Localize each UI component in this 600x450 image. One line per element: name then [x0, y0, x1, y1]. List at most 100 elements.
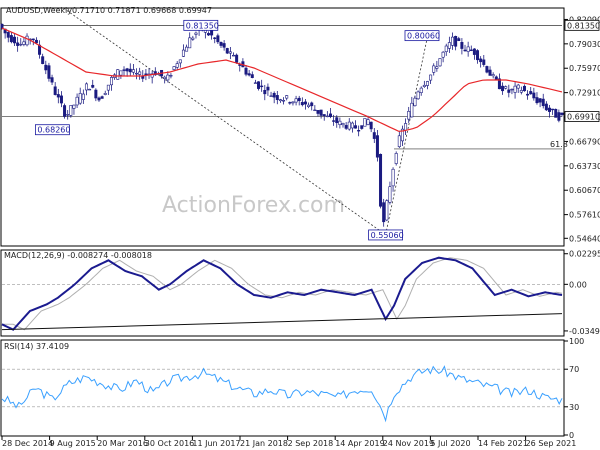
candle-body: [385, 200, 389, 221]
rsi-gridlines: [2, 340, 568, 436]
candle-body: [216, 35, 220, 43]
candle-body: [522, 85, 526, 92]
candle-body: [350, 122, 354, 129]
candle-body: [504, 86, 508, 89]
candle-body: [432, 65, 436, 73]
candle-body: [454, 35, 458, 47]
candle-body: [253, 82, 257, 84]
candle-body: [278, 99, 282, 102]
candle-body: [307, 104, 311, 107]
price-panel-title: AUDUSD,Weekly: [6, 6, 72, 15]
x-axis-tick-label: 20 Mar 2016: [97, 439, 148, 448]
candle-body: [288, 102, 292, 104]
price-annotation: 0.81350: [183, 19, 219, 31]
candle-body: [188, 37, 192, 49]
candle-body: [400, 128, 404, 142]
candle-body: [560, 112, 564, 115]
price-panel: AUDUSD,Weekly 0.71710 0.71871 0.69668 0.…: [0, 6, 600, 247]
price-y-tick-label: 0.75970: [569, 64, 600, 73]
candle-body: [44, 64, 48, 71]
candle-body: [544, 103, 548, 111]
candle-body: [476, 50, 480, 61]
x-axis-tick-label: 30 Oct 2016: [145, 439, 194, 448]
current-price-tag: 0.69910: [564, 111, 600, 122]
candle-body: [407, 111, 411, 120]
candle-body: [116, 69, 120, 80]
candle-body: [88, 88, 92, 91]
x-axis-tick-label: 14 Apr 2019: [335, 439, 384, 448]
candle-body: [447, 42, 451, 49]
candle-body: [244, 67, 248, 75]
candle-body: [391, 168, 395, 187]
candle-body: [275, 95, 279, 101]
candle-body: [516, 84, 520, 89]
candle-body: [397, 135, 401, 148]
candle-body: [472, 48, 476, 55]
candle-body: [94, 89, 98, 99]
candle-body: [444, 45, 448, 53]
price-y-tick-label: 0.66790: [569, 137, 600, 146]
x-axis-tick-label: 9 Aug 2015: [50, 439, 96, 448]
candle-body: [72, 104, 76, 109]
candle-body: [491, 74, 495, 77]
candle-body: [75, 96, 79, 106]
candle-body: [357, 130, 361, 132]
candle-body: [554, 108, 558, 118]
candle-body: [263, 89, 267, 95]
rsi-y-tick-label: 70: [569, 365, 579, 374]
rsi-label: RSI(14) 37.4109: [4, 342, 69, 351]
candle-body: [479, 58, 483, 63]
price-y-axis-labels: 0.820900.790300.759700.729100.698500.667…: [564, 15, 600, 243]
candle-body: [322, 114, 326, 117]
rsi-panel: RSI(14) 37.4109 100 70 30 0: [0, 337, 584, 440]
macd-panel: MACD(12,26,9) -0.008274 -0.008018 0.0229…: [0, 249, 600, 337]
chart-watermark: ActionForex.com: [162, 193, 345, 218]
x-axis-tick-label: 11 Jun 2017: [192, 439, 240, 448]
macd-y-axis-labels: 0.02295 0.00 -0.034948: [569, 250, 600, 336]
candle-body: [294, 98, 298, 103]
candle-body: [91, 84, 95, 88]
price-y-tick-label: 0.63730: [569, 162, 600, 171]
x-axis-tick-label: 2 Sep 2018: [288, 439, 334, 448]
price-y-tick-label: 0.72910: [569, 89, 600, 98]
x-axis-tick-label: 21 Jan 2018: [240, 439, 288, 448]
price-annotation: 0.80060: [404, 30, 440, 42]
candle-body: [526, 93, 530, 96]
candle-body: [66, 114, 70, 116]
candle-body: [257, 81, 261, 89]
price-annotation-text: 0.55060: [371, 231, 404, 240]
candle-body: [138, 71, 142, 75]
candle-body: [532, 92, 536, 99]
candle-body: [81, 93, 85, 100]
candle-body: [6, 32, 10, 38]
candle-body: [9, 35, 13, 43]
candle-body: [47, 65, 51, 79]
candle-body: [232, 54, 236, 57]
candle-body: [125, 68, 129, 72]
x-axis-tick-label: 14 Feb 2021: [478, 439, 528, 448]
candle-body: [153, 71, 157, 76]
macd-gridlines: [2, 253, 568, 332]
trendlines: [63, 7, 428, 235]
candle-body: [547, 107, 551, 112]
price-annotation: 0.68260: [35, 124, 70, 136]
candle-body: [228, 51, 232, 54]
current-price-tag-text: 0.69910: [567, 113, 600, 122]
candle-body: [488, 69, 492, 76]
candle-body: [394, 153, 398, 164]
candle-body: [178, 59, 182, 64]
candle-body: [347, 121, 351, 130]
candle-body: [131, 69, 135, 73]
price-annotation-box: [404, 30, 440, 42]
candle-body: [300, 102, 304, 106]
candle-body: [181, 49, 185, 57]
price-annotation-text: 0.68260: [37, 126, 70, 135]
candle-body: [53, 86, 57, 95]
resistance-price-tag-text: 0.81350: [567, 21, 600, 30]
candle-body: [344, 125, 348, 129]
price-annotation-box: [35, 124, 70, 136]
candle-body: [206, 33, 210, 36]
candle-body: [319, 109, 323, 116]
candle-body: [41, 56, 45, 64]
